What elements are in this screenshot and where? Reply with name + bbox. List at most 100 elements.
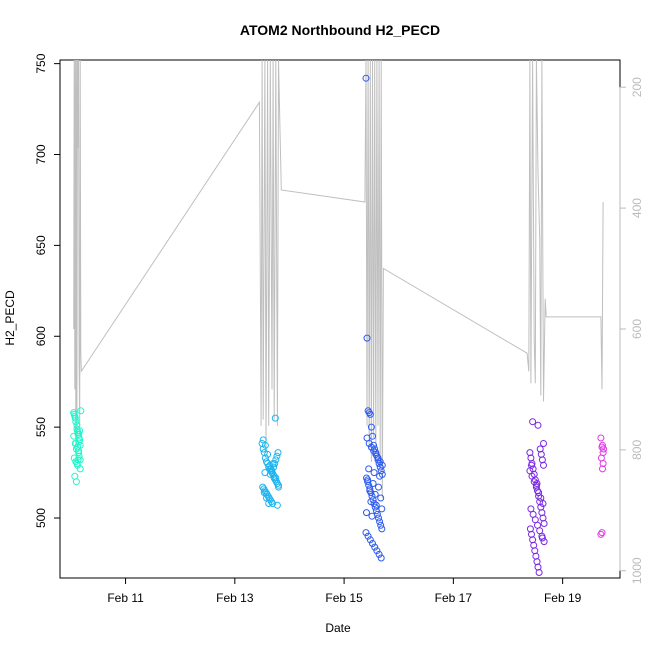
data-point — [372, 501, 380, 509]
data-point — [365, 440, 373, 447]
data-point — [535, 569, 543, 576]
data-point — [70, 432, 78, 440]
data-point — [600, 445, 608, 453]
data-point — [272, 474, 280, 482]
data-point — [273, 452, 281, 460]
data-point — [362, 529, 370, 537]
data-point — [76, 456, 84, 464]
data-point — [529, 418, 537, 426]
data-point — [366, 410, 374, 418]
data-point — [534, 421, 542, 429]
data-point — [378, 525, 386, 533]
data-point — [599, 441, 606, 449]
data-point — [76, 427, 84, 435]
y-tick-label: 550 — [34, 417, 48, 437]
data-point — [265, 500, 273, 507]
data-point — [364, 407, 372, 415]
data-point — [599, 460, 607, 467]
data-point — [540, 538, 548, 546]
data-point — [369, 540, 376, 547]
data-point — [599, 465, 606, 473]
data-point — [264, 450, 272, 458]
x-tick-label: Feb 19 — [544, 591, 582, 605]
data-point — [77, 407, 85, 415]
data-point — [362, 74, 370, 82]
data-point — [72, 478, 80, 486]
data-point — [275, 483, 282, 491]
data-point — [598, 529, 606, 537]
data-point — [367, 423, 375, 431]
y2-tick-label: 200 — [630, 77, 644, 97]
data-point — [371, 490, 379, 498]
y2-tick-label: 600 — [630, 319, 644, 339]
data-point — [377, 554, 385, 562]
y-tick-label: 650 — [34, 235, 48, 255]
data-point — [366, 487, 374, 495]
data-point — [597, 530, 605, 538]
data-point — [378, 505, 386, 513]
data-point — [71, 414, 79, 422]
data-point — [375, 483, 382, 491]
y2-tick-label: 400 — [630, 198, 644, 218]
data-point — [269, 460, 277, 467]
data-point — [376, 518, 384, 526]
data-point — [70, 454, 78, 462]
data-point — [363, 509, 370, 517]
data-point — [372, 450, 380, 458]
data-point — [366, 485, 374, 493]
data-point — [74, 430, 82, 438]
data-point — [273, 501, 281, 509]
y-tick-label: 750 — [34, 53, 48, 73]
data-point — [75, 452, 83, 460]
x-axis-label: Date — [325, 621, 351, 635]
data-point — [367, 489, 375, 497]
data-point — [375, 514, 382, 522]
data-point — [375, 550, 383, 558]
y-tick-label: 700 — [34, 144, 48, 164]
data-point — [539, 500, 547, 507]
data-point — [266, 470, 274, 478]
data-point — [363, 334, 371, 342]
chart-title: ATOM2 Northbound H2_PECD — [240, 22, 440, 38]
data-point — [597, 434, 605, 442]
data-point — [376, 472, 384, 480]
data-point — [365, 409, 373, 417]
data-point — [370, 469, 378, 477]
data-point — [367, 443, 375, 451]
data-point — [533, 480, 541, 487]
data-point — [70, 410, 78, 418]
data-point — [271, 414, 279, 422]
data-point — [367, 498, 375, 506]
data-point — [370, 447, 378, 455]
y-tick-label: 600 — [34, 326, 48, 346]
data-point — [374, 454, 382, 462]
data-point — [364, 532, 372, 540]
data-point — [75, 447, 83, 455]
data-point — [528, 461, 535, 469]
data-point — [365, 465, 373, 473]
data-point — [378, 461, 386, 469]
data-point — [377, 521, 385, 529]
x-tick-label: Feb 17 — [435, 591, 473, 605]
x-tick-label: Feb 11 — [107, 591, 144, 605]
points-layer — [70, 74, 608, 576]
data-point — [73, 421, 81, 429]
data-point — [377, 494, 385, 502]
data-point — [72, 440, 80, 447]
data-point — [540, 440, 547, 447]
data-point — [373, 452, 381, 460]
data-point — [538, 534, 546, 542]
x-tick-label: Feb 15 — [325, 591, 363, 605]
data-point — [74, 443, 81, 451]
data-point — [364, 476, 372, 484]
data-point — [74, 461, 81, 469]
data-point — [274, 449, 282, 457]
data-point — [371, 503, 379, 511]
data-point — [259, 445, 267, 453]
data-point — [540, 520, 548, 527]
y2-tick-label: 800 — [630, 440, 644, 460]
data-point — [72, 458, 80, 466]
data-point — [376, 463, 384, 471]
